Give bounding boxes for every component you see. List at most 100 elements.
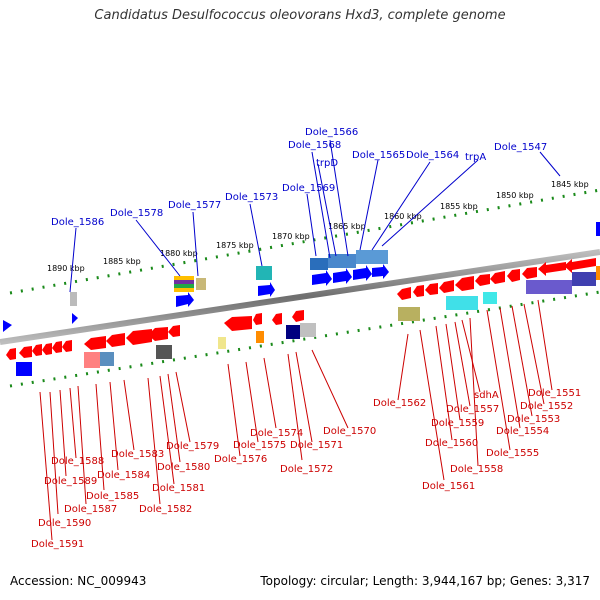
- gene-arrow: [258, 282, 275, 297]
- gene-label-top: Dole_1586: [51, 217, 104, 228]
- gene-arrow: [439, 280, 454, 293]
- scale-label: 1865 kbp: [328, 222, 366, 231]
- gene-block: [356, 250, 388, 264]
- scale-label: 1845 kbp: [551, 180, 589, 189]
- gene-label-top: Dole_1573: [225, 192, 278, 203]
- scale-labels: 1845 kbp 1850 kbp 1855 kbp 1860 kbp 1865…: [47, 180, 589, 273]
- gene-label-bottom: Dole_1562: [373, 398, 426, 409]
- gene-label-bottom: sdhA: [474, 390, 499, 401]
- gene-arrow: [19, 346, 32, 358]
- gene-label-top: Dole_1578: [110, 208, 163, 219]
- gene-arrow: [106, 333, 125, 347]
- gene-label-bottom: Dole_1555: [486, 448, 539, 459]
- gene-block: [256, 331, 264, 343]
- scale-label: 1870 kbp: [272, 232, 310, 241]
- gene-label-bottom: Dole_1557: [446, 404, 499, 415]
- gene-arrow: [72, 313, 78, 324]
- gene-block: [156, 345, 172, 359]
- gene-label-bottom: Dole_1575: [233, 440, 286, 451]
- scale-label: 1890 kbp: [47, 264, 85, 273]
- gene-label-bottom: Dole_1574: [250, 428, 303, 439]
- gene-block: [483, 292, 497, 304]
- gene-arrow: [62, 340, 72, 352]
- gene-label-bottom: Dole_1554: [496, 426, 549, 437]
- top-gene-labels: Dole_1566 Dole_1568 trpD Dole_1565 Dole_…: [51, 127, 547, 228]
- gene-label-top: trpD: [316, 158, 338, 169]
- gene-label-bottom: Dole_1561: [422, 481, 475, 492]
- gene-arrow: [455, 276, 474, 291]
- gene-arrow: [538, 262, 566, 276]
- genome-backbone: [0, 249, 600, 345]
- gene-label-bottom: Dole_1582: [139, 504, 192, 515]
- gene-block: [84, 352, 100, 368]
- gene-label-top: Dole_1568: [288, 140, 341, 151]
- gene-arrow: [253, 313, 262, 325]
- scale-label: 1880 kbp: [160, 249, 198, 258]
- gene-arrow: [224, 316, 252, 331]
- gene-label-top: trpA: [465, 152, 486, 163]
- gene-label-top: Dole_1566: [305, 127, 358, 138]
- gene-label-top: Dole_1547: [494, 142, 547, 153]
- gene-arrow: [6, 348, 16, 360]
- gene-arrow: [397, 287, 411, 300]
- gene-block: [174, 284, 194, 288]
- gene-label-top: Dole_1565: [352, 150, 405, 161]
- gene-label-bottom: Dole_1587: [64, 504, 117, 515]
- gene-arrow: [490, 271, 505, 284]
- gene-block: [286, 325, 300, 339]
- gene-label-bottom: Dole_1560: [425, 438, 478, 449]
- gene-block: [310, 258, 328, 270]
- gene-label-bottom: Dole_1581: [152, 483, 205, 494]
- gene-arrow: [32, 344, 42, 356]
- gene-block: [446, 296, 478, 310]
- accession-text: Accession: NC_009943: [10, 574, 147, 588]
- gene-block: [174, 280, 194, 284]
- gene-block: [256, 266, 272, 280]
- gene-label-bottom: Dole_1551: [528, 388, 581, 399]
- gene-label-bottom: Dole_1579: [166, 441, 219, 452]
- gene-label-bottom: Dole_1558: [450, 464, 503, 475]
- gene-label-bottom: Dole_1583: [111, 449, 164, 460]
- gene-label-bottom: Dole_1572: [280, 464, 333, 475]
- gene-arrow: [353, 265, 372, 281]
- scale-label: 1885 kbp: [103, 257, 141, 266]
- gene-label-bottom: Dole_1580: [157, 462, 210, 473]
- scale-label: 1875 kbp: [216, 241, 254, 250]
- gene-arrow: [292, 310, 304, 322]
- gene-arrow: [333, 268, 352, 284]
- gene-block: [596, 266, 600, 280]
- gene-arrow: [126, 329, 152, 345]
- gene-arrow: [425, 283, 438, 295]
- gene-arrow: [3, 320, 12, 332]
- scale-label: 1850 kbp: [496, 191, 534, 200]
- scale-label: 1860 kbp: [384, 212, 422, 221]
- gene-block: [526, 280, 572, 294]
- gene-arrow: [52, 341, 62, 353]
- gene-label-top: Dole_1564: [406, 150, 459, 161]
- gene-label-bottom: Dole_1570: [323, 426, 376, 437]
- gene-block: [398, 307, 420, 321]
- gene-block: [328, 254, 356, 268]
- gene-arrow: [168, 325, 180, 337]
- gene-arrow: [84, 336, 106, 350]
- gene-label-bottom: Dole_1590: [38, 518, 91, 529]
- gene-block: [16, 362, 32, 376]
- scale-tick-line-bottom: [9, 290, 600, 388]
- gene-block: [196, 278, 206, 290]
- gene-block: [70, 292, 77, 306]
- bottom-leader-lines: [39, 299, 553, 541]
- gene-arrow: [272, 313, 282, 325]
- gene-label-bottom: Dole_1585: [86, 491, 139, 502]
- gene-label-bottom: Dole_1553: [507, 414, 560, 425]
- gene-block: [218, 337, 226, 349]
- gene-arrow: [42, 343, 52, 355]
- gene-label-bottom: Dole_1559: [431, 418, 484, 429]
- gene-arrow: [372, 264, 389, 279]
- scale-tick-line-top: [9, 188, 600, 295]
- gene-label-top: Dole_1577: [168, 200, 221, 211]
- forward-strand-genes: [3, 222, 600, 332]
- gene-arrow: [507, 269, 520, 282]
- gene-block: [572, 272, 596, 286]
- gene-label-bottom: Dole_1552: [520, 401, 573, 412]
